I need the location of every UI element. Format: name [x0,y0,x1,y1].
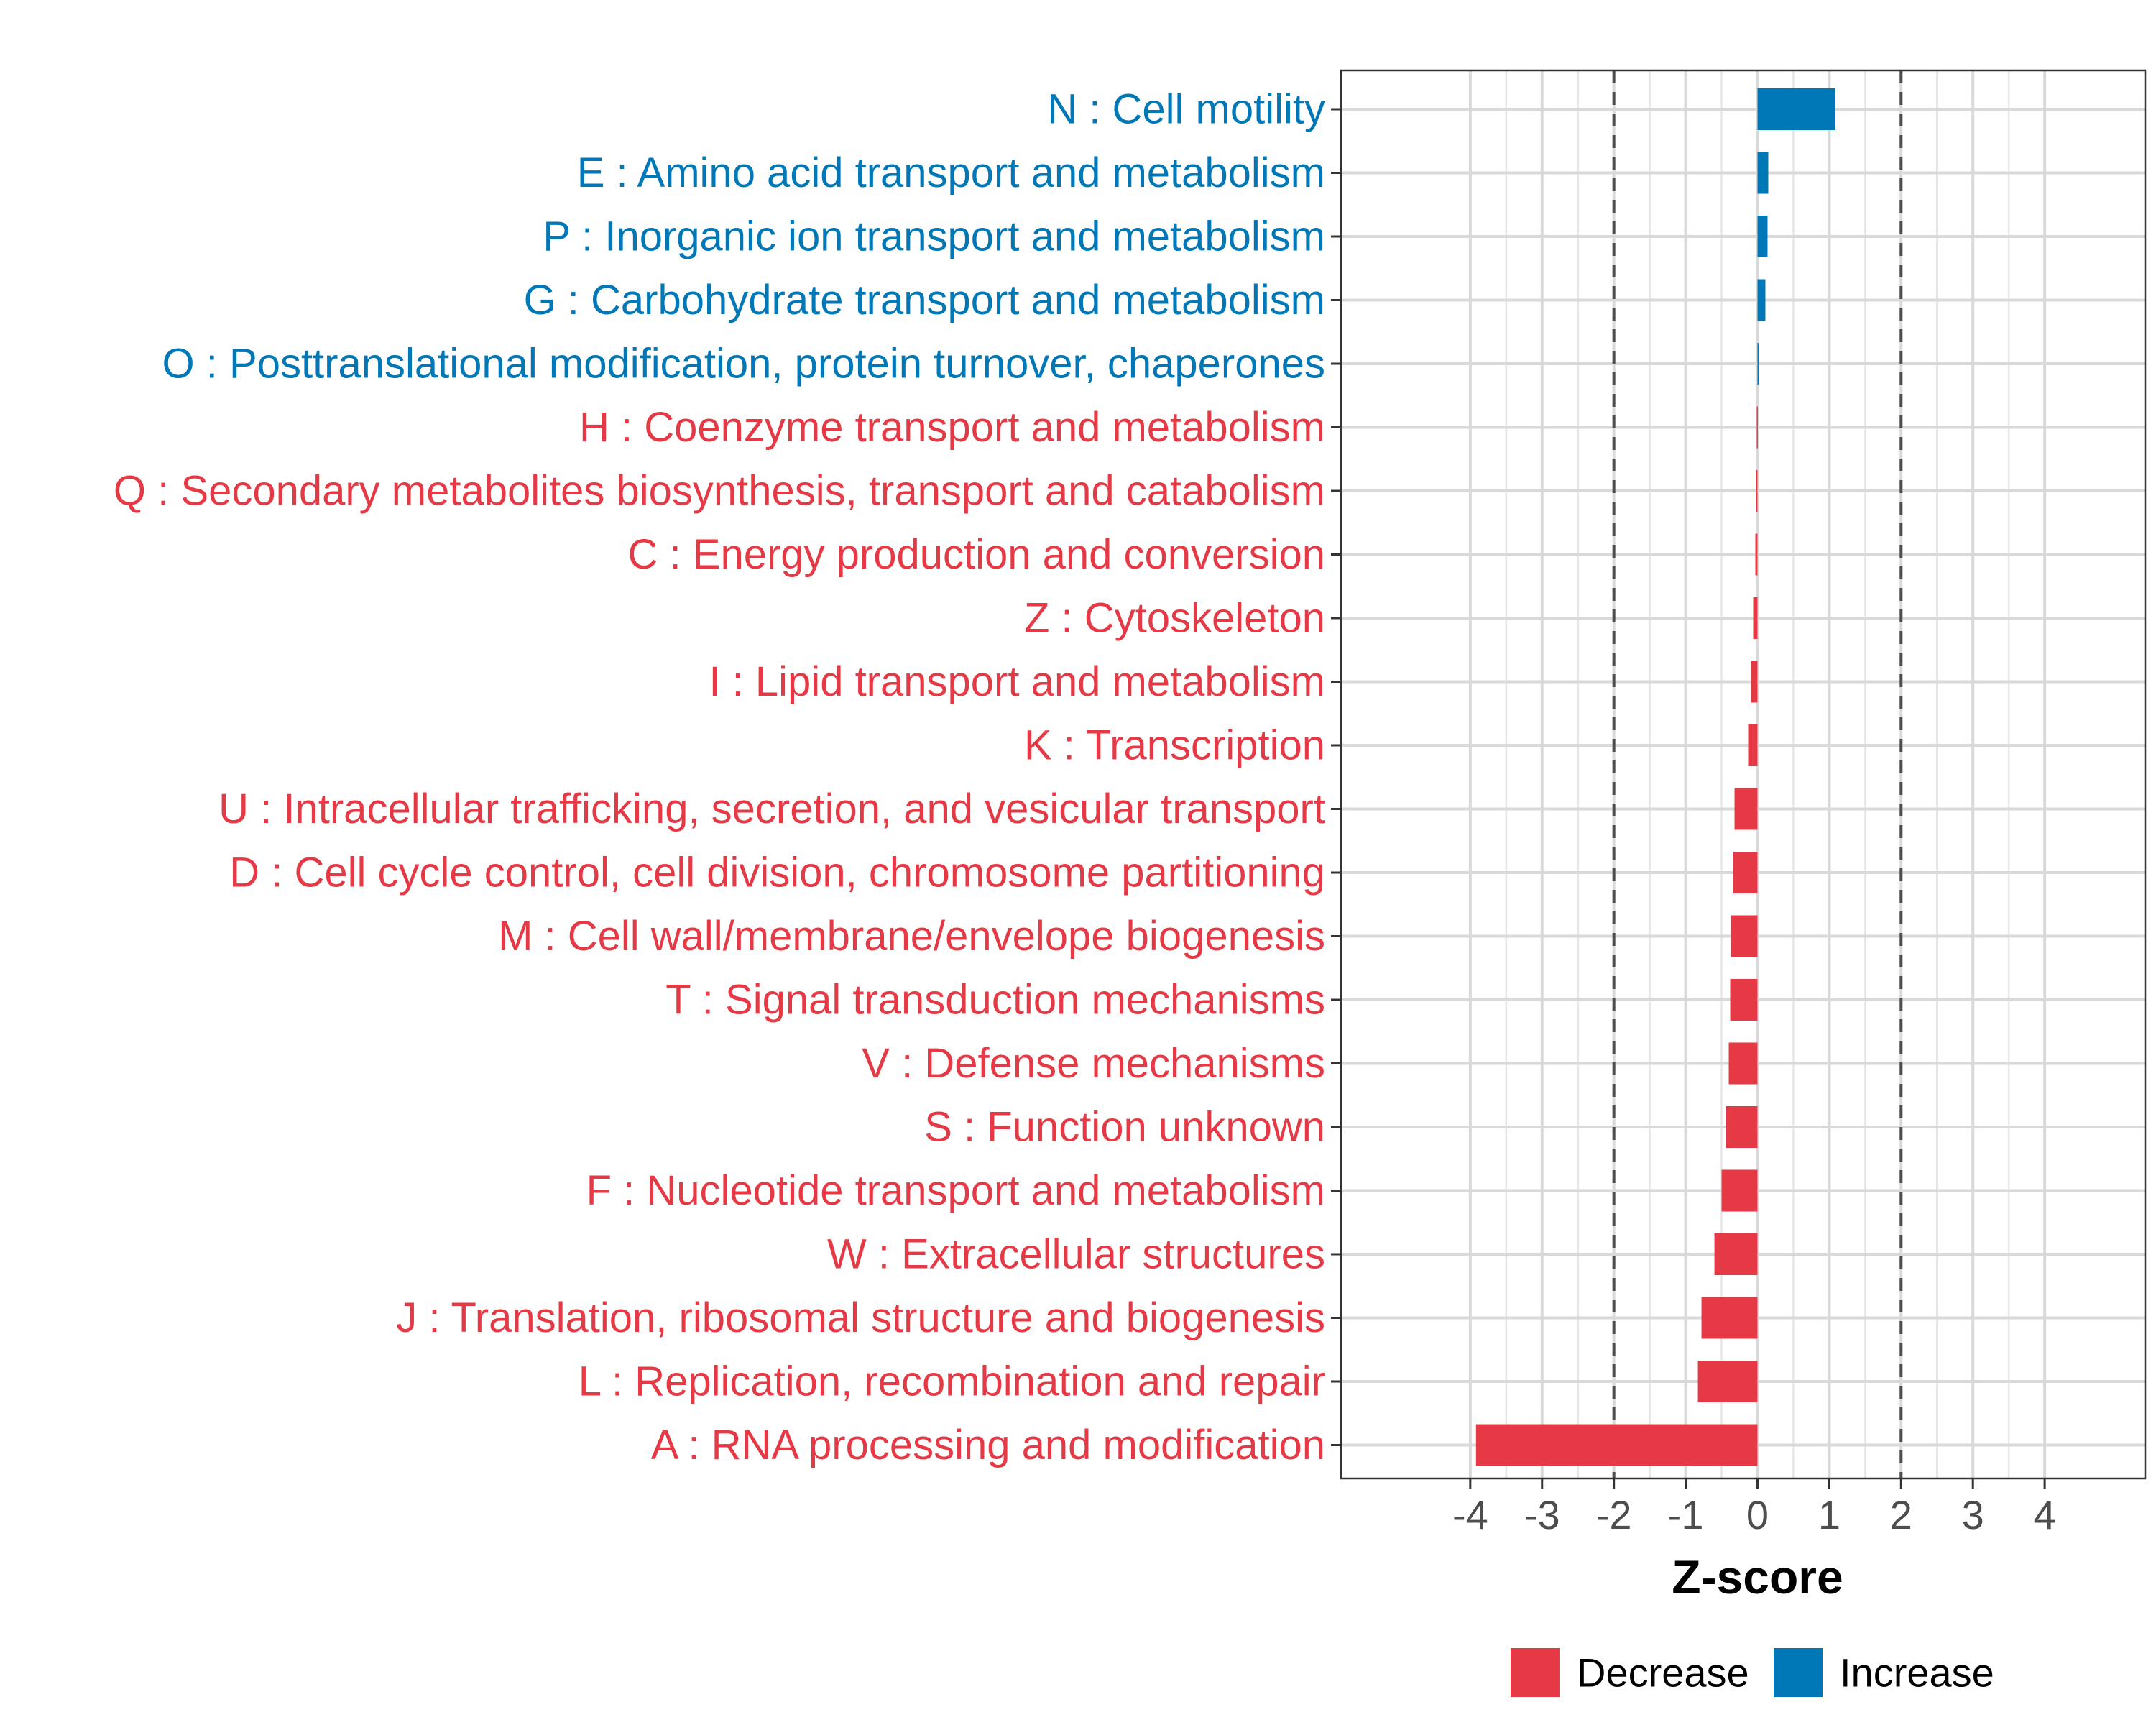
legend-label: Decrease [1577,1650,1749,1696]
category-label: T : Signal transduction mechanisms [665,977,1325,1024]
x-axis-title: Z-score [1672,1550,1843,1604]
bar [1757,88,1835,130]
category-label: V : Defense mechanisms [862,1040,1325,1087]
bar [1756,406,1758,448]
bar [1748,724,1758,766]
category-label: L : Replication, recombination and repai… [579,1358,1325,1405]
category-label: G : Carbohydrate transport and metabolis… [524,277,1325,323]
category-label: U : Intracellular trafficking, secretion… [218,786,1325,832]
legend-label: Increase [1840,1650,1994,1696]
bar [1733,852,1758,893]
panel-border [1340,69,2147,1480]
x-tick-label: 3 [1962,1492,1984,1537]
category-label: I : Lipid transport and metabolism [709,658,1325,705]
bar [1731,915,1758,957]
category-label: A : RNA processing and modification [651,1422,1325,1468]
legend-swatch [1774,1648,1823,1697]
category-label: H : Coenzyme transport and metabolism [579,404,1325,451]
bar [1730,979,1758,1021]
bar [1756,470,1758,512]
bar [1757,343,1759,385]
category-label: W : Extracellular structures [827,1231,1325,1278]
category-label: E : Amino acid transport and metabolism [577,150,1325,196]
category-label: S : Function unknown [924,1104,1325,1151]
legend-swatch [1511,1648,1560,1697]
category-label: O : Posttranslational modification, prot… [162,341,1325,387]
reference-lines [1612,70,1903,1478]
x-tick-label: 4 [2034,1492,2056,1537]
x-tick-label: -1 [1668,1492,1704,1537]
bar [1475,1424,1758,1466]
legend: Decrease Increase [1511,1648,1994,1697]
bar [1757,152,1769,194]
bar [1721,1169,1758,1212]
category-label: M : Cell wall/membrane/envelope biogenes… [498,913,1325,960]
x-tick-label: 2 [1890,1492,1912,1537]
bar [1714,1233,1758,1275]
x-tick-label: 1 [1818,1492,1841,1537]
grid-lines [1341,70,2145,1478]
x-tick-label: -4 [1452,1492,1488,1537]
category-label: K : Transcription [1024,722,1325,769]
y-axis-ticks [1331,108,1341,1446]
x-axis-ticks: -4 -3 -2 -1 0 1 2 3 4 [1452,1478,2056,1537]
x-tick-label: -3 [1524,1492,1560,1537]
category-labels: N : Cell motility E : Amino acid transpor… [114,86,1325,1469]
bar [1751,661,1758,703]
category-label: Q : Secondary metabolites biosynthesis, … [114,468,1325,515]
category-label: P : Inorganic ion transport and metaboli… [543,213,1325,260]
x-tick-label: 0 [1746,1492,1769,1537]
category-label: D : Cell cycle control, cell division, c… [229,850,1325,896]
category-label: Z : Cytoskeleton [1024,595,1325,642]
bars [1475,88,1835,1466]
bar [1697,1361,1758,1402]
bar [1734,788,1758,830]
bar [1728,1042,1758,1085]
x-tick-label: -2 [1596,1492,1632,1537]
category-label: F : Nucleotide transport and metabolism [586,1167,1325,1214]
category-label: J : Translation, ribosomal structure and… [396,1294,1325,1341]
bar [1757,279,1766,321]
bar [1753,597,1758,639]
bar [1726,1106,1758,1148]
category-label: N : Cell motility [1047,86,1325,133]
category-label: C : Energy production and conversion [628,531,1325,578]
bar [1757,216,1768,257]
bar [1755,533,1758,576]
bar [1701,1297,1758,1339]
